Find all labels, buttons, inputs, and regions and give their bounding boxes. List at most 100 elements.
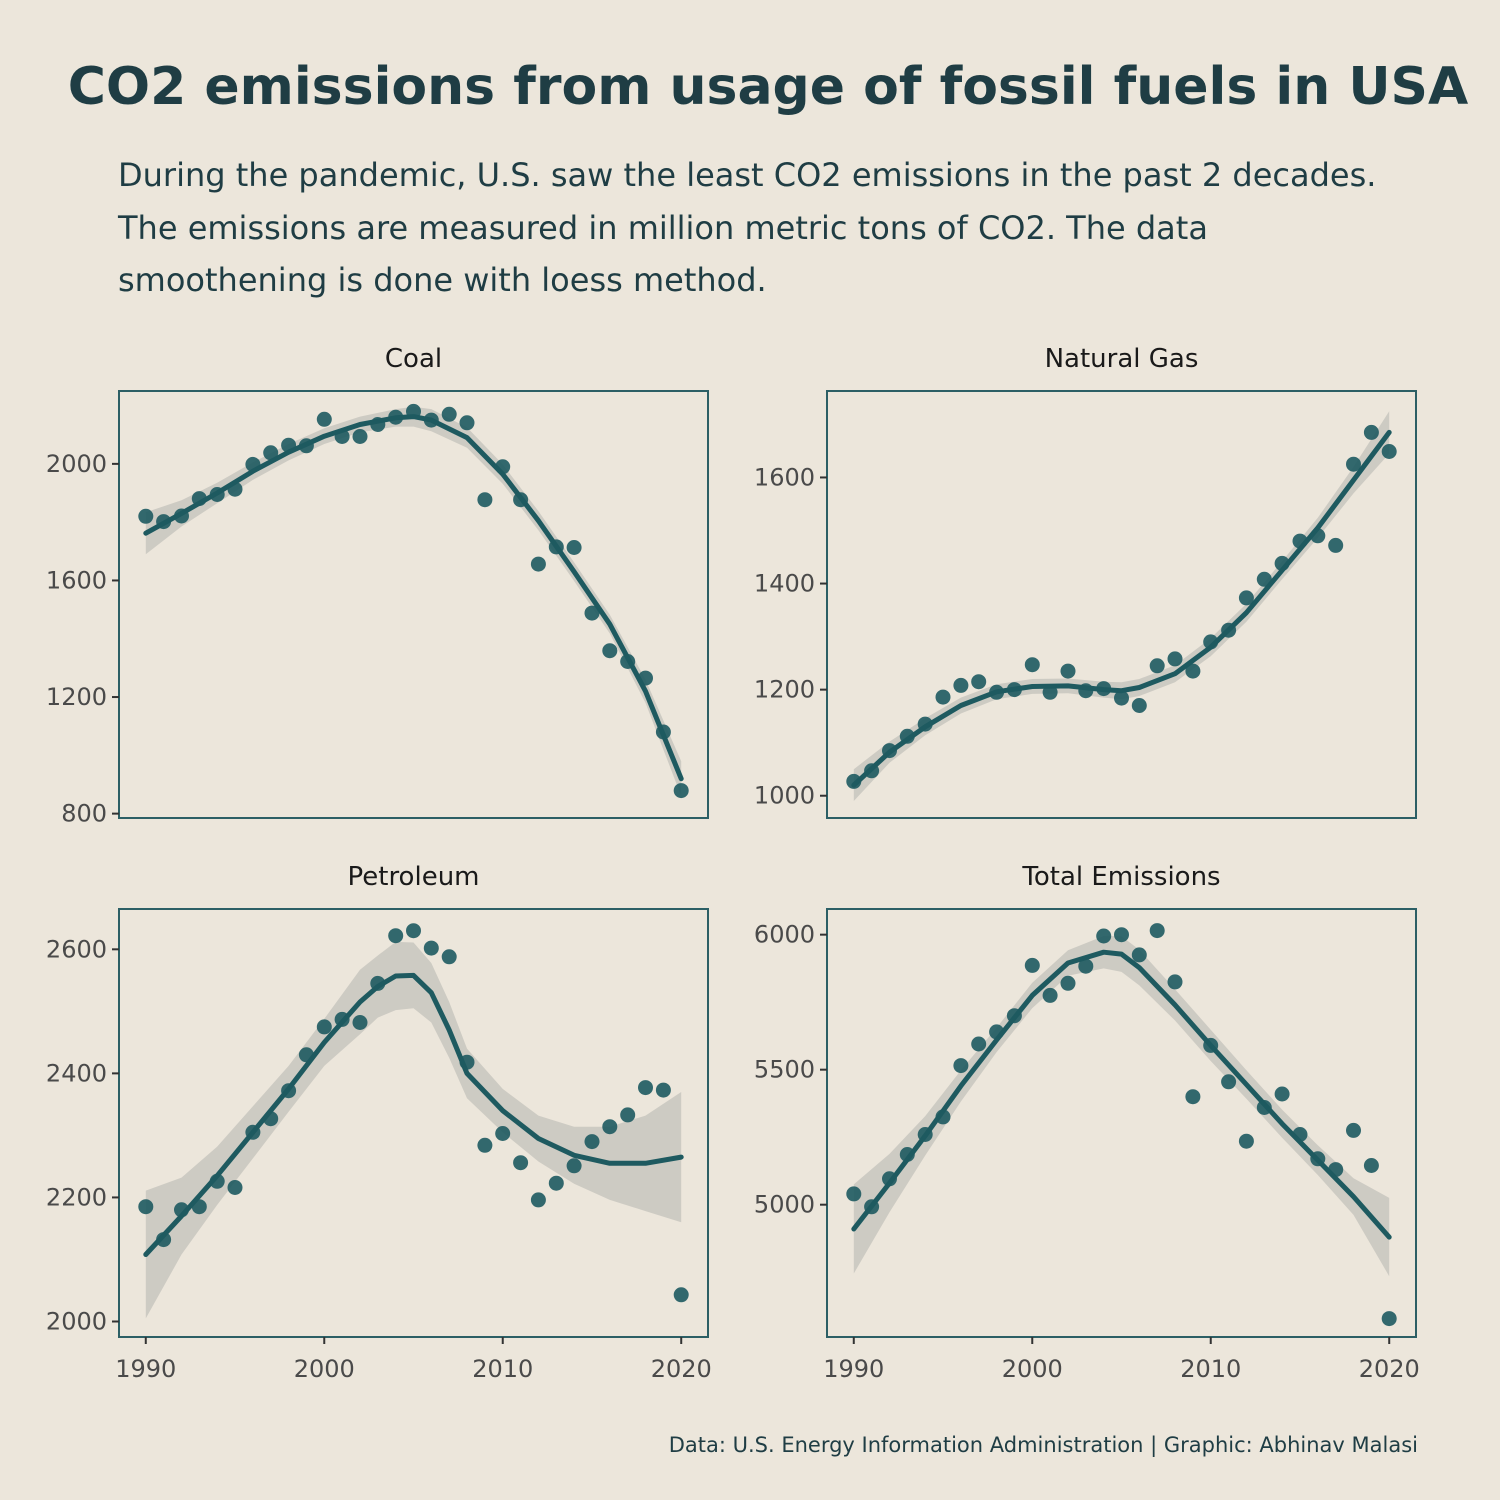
panel-border-total-emissions	[826, 908, 1417, 1338]
y-tick-label-natural-gas-1400: 1400	[754, 570, 815, 598]
data-point-coal-2009	[477, 492, 493, 508]
panel-border-natural-gas	[826, 390, 1417, 819]
data-point-total-emissions-2009	[1185, 1089, 1201, 1105]
data-point-coal-2015	[584, 605, 600, 621]
panel-border-petroleum	[118, 908, 709, 1338]
data-point-coal-1997	[263, 445, 279, 461]
data-point-coal-2008	[459, 415, 475, 431]
data-point-coal-2020	[673, 783, 689, 799]
smooth-line-natural-gas	[851, 429, 1392, 788]
data-point-natural-gas-2017	[1328, 537, 1344, 553]
data-point-total-emissions-2012	[1238, 1133, 1254, 1149]
data-point-petroleum-2011	[513, 1155, 529, 1171]
y-tick-label-petroleum-2600: 2600	[46, 935, 107, 963]
y-tick-label-coal-2000: 2000	[46, 450, 107, 478]
data-point-petroleum-2014	[566, 1158, 582, 1174]
smooth-line-coal	[143, 414, 684, 782]
y-tick-label-petroleum-2000: 2000	[46, 1307, 107, 1335]
panel-title-total-emissions: Total Emissions	[1021, 862, 1220, 892]
panel-title-coal: Coal	[385, 344, 442, 374]
data-point-coal-2012	[530, 556, 546, 572]
data-point-total-emissions-2002	[1060, 975, 1076, 991]
data-point-petroleum-2015	[584, 1134, 600, 1150]
data-point-petroleum-2012	[530, 1192, 546, 1208]
data-point-natural-gas-1995	[935, 689, 951, 705]
data-point-total-emissions-2004	[1096, 928, 1112, 944]
data-point-petroleum-2018	[638, 1080, 653, 1096]
y-tick-label-petroleum-2200: 2200	[46, 1183, 107, 1211]
data-point-petroleum-2004	[388, 928, 404, 944]
y-tick-label-coal-1200: 1200	[46, 683, 107, 711]
y-tick-label-coal-1600: 1600	[46, 566, 107, 594]
data-point-total-emissions-2007	[1149, 923, 1165, 939]
data-point-petroleum-2007	[441, 949, 457, 965]
x-tick-label-total-emissions-2010: 2010	[1180, 1355, 1241, 1383]
data-point-coal-2000	[316, 411, 332, 427]
data-point-natural-gas-2006	[1131, 698, 1147, 713]
data-point-total-emissions-2020	[1381, 1311, 1397, 1327]
smooth-line-petroleum	[143, 972, 684, 1257]
subtitle-line-1: During the pandemic, U.S. saw the least …	[118, 156, 1376, 194]
smooth-line-total-emissions	[851, 949, 1392, 1240]
panel-title-natural-gas: Natural Gas	[1045, 344, 1199, 374]
subtitle-line-3: smoothening is done with loess method.	[118, 261, 767, 299]
y-tick-label-total-emissions-5500: 5500	[754, 1056, 815, 1084]
data-point-natural-gas-2007	[1149, 658, 1165, 674]
data-point-petroleum-2002	[352, 1015, 368, 1030]
data-point-natural-gas-2008	[1167, 651, 1183, 667]
data-point-petroleum-2016	[602, 1119, 618, 1135]
data-point-natural-gas-2005	[1114, 690, 1129, 706]
x-tick-label-total-emissions-2000: 2000	[1002, 1355, 1063, 1383]
data-point-petroleum-2010	[495, 1126, 511, 1141]
data-point-natural-gas-2002	[1060, 663, 1076, 679]
data-point-total-emissions-2001	[1042, 987, 1058, 1003]
data-point-petroleum-2005	[406, 923, 421, 939]
data-point-natural-gas-2009	[1185, 663, 1201, 679]
data-point-natural-gas-2013	[1256, 571, 1272, 587]
data-point-petroleum-2000	[316, 1019, 332, 1035]
data-point-total-emissions-2005	[1114, 927, 1129, 943]
data-point-total-emissions-2018	[1346, 1122, 1361, 1138]
data-point-petroleum-2017	[620, 1107, 636, 1123]
panel-petroleum: Petroleum 2000 2200 2400 2600 1990 2000 2010 202…	[46, 862, 712, 1383]
x-tick-label-total-emissions-1990: 1990	[823, 1355, 884, 1383]
caption: Data: U.S. Energy Information Administra…	[669, 1433, 1418, 1458]
data-point-petroleum-2020	[673, 1287, 689, 1303]
panel-border-coal	[118, 390, 709, 819]
subtitle-line-2: The emissions are measured in million me…	[117, 209, 1208, 247]
x-tick-label-petroleum-1990: 1990	[115, 1355, 176, 1383]
y-tick-label-petroleum-2400: 2400	[46, 1059, 107, 1087]
data-point-total-emissions-2014	[1274, 1086, 1290, 1102]
data-point-total-emissions-2008	[1167, 974, 1183, 990]
data-point-petroleum-1995	[227, 1180, 243, 1195]
panel-coal: Coal 800 1200 1600 2000	[46, 344, 709, 828]
y-tick-label-natural-gas-1000: 1000	[754, 782, 815, 810]
panel-total-emissions: Total Emissions 5000 5500 6000 1990 2000 2010 2…	[754, 862, 1420, 1383]
x-tick-label-petroleum-2020: 2020	[651, 1355, 712, 1383]
data-point-petroleum-2013	[548, 1175, 564, 1191]
y-tick-label-natural-gas-1200: 1200	[754, 676, 815, 704]
data-point-natural-gas-1996	[953, 677, 969, 693]
data-point-natural-gas-2020	[1381, 444, 1397, 459]
data-point-total-emissions-1990	[846, 1186, 862, 1202]
data-point-total-emissions-2011	[1221, 1074, 1237, 1090]
data-point-natural-gas-2000	[1024, 657, 1040, 673]
data-point-petroleum-2019	[655, 1082, 671, 1098]
x-tick-label-petroleum-2010: 2010	[472, 1355, 533, 1383]
data-point-petroleum-2009	[477, 1137, 493, 1153]
data-point-natural-gas-1997	[971, 674, 987, 690]
data-point-natural-gas-2019	[1363, 424, 1379, 440]
data-point-coal-1990	[138, 508, 154, 524]
data-point-petroleum-2006	[423, 940, 439, 956]
chart-title: CO2 emissions from usage of fossil fuels…	[68, 57, 1469, 117]
y-tick-label-total-emissions-5000: 5000	[754, 1191, 815, 1219]
y-tick-label-coal-800: 800	[61, 800, 107, 828]
data-point-total-emissions-1997	[971, 1036, 987, 1052]
y-tick-label-total-emissions-6000: 6000	[754, 921, 815, 949]
data-point-coal-2014	[566, 540, 582, 555]
panel-natural-gas: Natural Gas 1000 1200 1400 1600	[754, 344, 1417, 819]
data-point-petroleum-1990	[138, 1199, 154, 1215]
data-point-total-emissions-1996	[953, 1058, 969, 1074]
